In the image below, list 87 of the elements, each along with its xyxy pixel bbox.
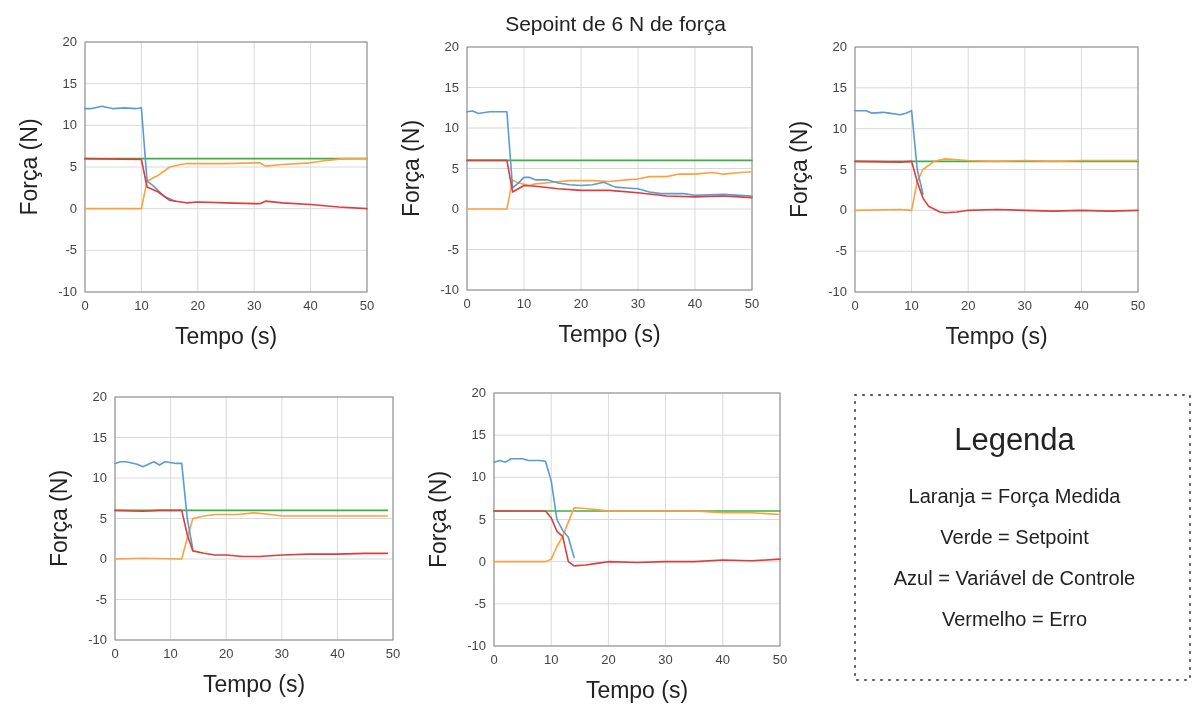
x-tick-label: 20 [218, 646, 234, 661]
y-tick-label: -5 [65, 242, 77, 258]
y-tick-label: 5 [478, 511, 486, 527]
line-series [114, 461, 194, 551]
y-tick-label: 0 [478, 553, 486, 569]
y-tick-label: 10 [444, 120, 459, 135]
text: Azul = Variável de Controle [893, 567, 1136, 589]
y-tick-label: 15 [92, 429, 107, 445]
x-axis-title: Tempo (s) [945, 323, 1048, 349]
y-tick-label: 10 [471, 469, 486, 485]
y-tick-label: -5 [835, 243, 847, 259]
x-axis-title: Tempo (s) [585, 677, 689, 703]
x-axis-title: Tempo (s) [174, 323, 278, 349]
x-tick-label: 50 [385, 646, 401, 661]
y-tick-label: -10 [467, 638, 486, 653]
x-tick-label: 10 [134, 298, 149, 313]
x-tick-label: 0 [111, 646, 119, 661]
x-tick-label: 10 [163, 646, 178, 661]
line-series [84, 157, 368, 210]
x-tick-label: 50 [359, 298, 375, 313]
x-tick-label: 20 [190, 298, 206, 313]
y-tick-label: 5 [451, 160, 459, 176]
y-axis-title: Força (N) [425, 470, 451, 569]
x-tick-label: 30 [274, 646, 290, 661]
y-tick-label: 10 [92, 470, 107, 485]
y-tick-label: 20 [471, 385, 486, 400]
y-tick-label: -10 [828, 284, 847, 299]
x-tick-label: 40 [330, 646, 345, 661]
x-tick-label: 30 [1017, 298, 1033, 313]
y-tick-label: 15 [444, 79, 459, 95]
y-tick-label: 20 [832, 39, 847, 54]
x-axis-title: Tempo (s) [202, 671, 306, 697]
y-tick-label: 0 [69, 200, 77, 216]
x-tick-label: 40 [715, 652, 731, 667]
y-tick-label: 0 [451, 201, 459, 216]
line-series [493, 457, 575, 559]
y-axis-title: Força (N) [16, 118, 42, 216]
y-tick-label: 15 [832, 79, 847, 95]
x-tick-label: 20 [573, 296, 589, 311]
x-tick-label: 0 [851, 298, 859, 313]
y-tick-label: 15 [471, 427, 486, 443]
x-tick-label: 50 [744, 296, 760, 311]
chart-title: Sepoint de 6 N de força [505, 12, 727, 35]
x-tick-label: 50 [772, 652, 788, 667]
x-tick-label: 20 [960, 298, 976, 313]
x-tick-label: 40 [303, 298, 318, 313]
x-tick-label: 30 [658, 652, 673, 667]
y-tick-label: 5 [69, 159, 77, 174]
text: Verde = Setpoint [940, 526, 1090, 548]
y-tick-label: -5 [95, 591, 107, 607]
y-tick-label: -5 [474, 595, 486, 611]
y-tick-label: 0 [99, 551, 107, 566]
y-axis-title: Força (N) [46, 469, 72, 568]
x-tick-label: 10 [904, 298, 919, 313]
y-tick-label: 20 [92, 389, 107, 404]
line-series [854, 109, 924, 195]
x-tick-label: 0 [81, 298, 89, 313]
line-series [466, 159, 753, 199]
x-axis-title: Tempo (s) [558, 321, 661, 347]
y-tick-label: 5 [99, 510, 107, 526]
y-tick-label: 20 [444, 39, 459, 54]
x-tick-label: 40 [1074, 298, 1089, 313]
line-series [466, 110, 753, 197]
y-tick-label: -5 [447, 241, 459, 257]
y-tick-label: -10 [58, 284, 77, 299]
y-axis-title: Força (N) [398, 119, 424, 218]
x-tick-label: 10 [516, 296, 532, 311]
x-tick-label: 0 [490, 652, 498, 667]
y-tick-label: -10 [88, 632, 107, 647]
x-tick-label: 30 [630, 296, 646, 311]
y-tick-label: 15 [62, 75, 77, 91]
text: Vermelho = Erro [941, 608, 1088, 630]
y-tick-label: 0 [839, 202, 847, 218]
y-tick-label: 10 [62, 117, 77, 133]
y-tick-label: 5 [839, 161, 847, 177]
text: Legenda [954, 422, 1076, 457]
x-tick-label: 20 [601, 652, 616, 667]
x-tick-label: 40 [687, 296, 703, 311]
y-tick-label: 10 [832, 120, 847, 136]
x-tick-label: 50 [1130, 298, 1146, 313]
text: Laranja = Força Medida [908, 485, 1122, 507]
x-tick-label: 10 [543, 652, 559, 667]
y-axis-title: Força (N) [786, 120, 812, 219]
y-tick-label: 20 [62, 34, 77, 49]
line-series [466, 170, 753, 210]
y-tick-label: -10 [440, 282, 459, 297]
x-tick-label: 30 [246, 298, 262, 313]
